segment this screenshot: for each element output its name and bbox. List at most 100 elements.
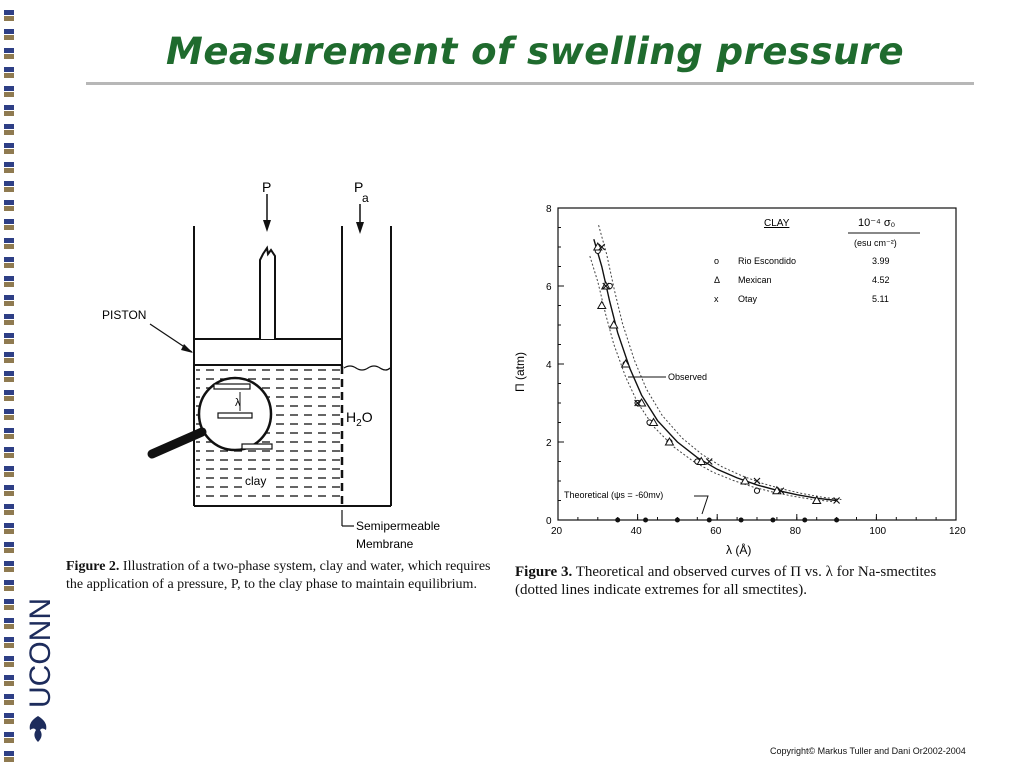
annotation-observed: Observed <box>668 372 707 382</box>
strip-block <box>4 757 14 762</box>
strip-block <box>4 111 14 116</box>
theoretical-point <box>615 517 621 523</box>
strip-block <box>4 719 14 724</box>
clay-platelet <box>213 383 251 390</box>
strip-block <box>4 561 14 566</box>
data-point-mexican <box>664 436 675 446</box>
data-point-mexican <box>608 319 619 329</box>
x-tick-label: 60 <box>710 526 722 537</box>
strip-block <box>4 282 14 287</box>
strip-block <box>4 377 14 382</box>
strip-block <box>4 86 14 91</box>
strip-block <box>4 244 14 249</box>
strip-block <box>4 485 14 490</box>
figure-3-caption: Figure 3. Theoretical and observed curve… <box>515 563 975 599</box>
strip-block <box>4 548 14 553</box>
strip-block <box>4 225 14 230</box>
label-P: P <box>262 179 271 195</box>
legend-value-mexican: 4.52 <box>872 275 890 285</box>
y-tick-label: 0 <box>546 516 552 527</box>
strip-block <box>4 542 14 547</box>
legend-name-mexican: Mexican <box>738 275 772 285</box>
strip-block <box>4 358 14 363</box>
label-Pa-subscript: a <box>362 191 369 205</box>
figure-2-diagram: P P a PISTON λ clay H2O Semipermeable Me… <box>102 179 440 551</box>
theoretical-leader <box>694 495 709 515</box>
magnifier-handle <box>147 427 207 459</box>
strip-block <box>4 732 14 737</box>
strip-block <box>4 16 14 21</box>
strip-block <box>4 124 14 129</box>
slide-title: Measurement of swelling pressure <box>166 30 905 73</box>
strip-block <box>4 472 14 477</box>
x-tick-label: 100 <box>869 526 886 537</box>
legend-name-otay: Otay <box>738 294 758 304</box>
strip-block <box>4 143 14 148</box>
strip-block <box>4 415 14 420</box>
strip-block <box>4 67 14 72</box>
title-divider <box>86 82 974 85</box>
theoretical-point <box>802 517 808 523</box>
strip-block <box>4 504 14 509</box>
strip-block <box>4 643 14 648</box>
strip-block <box>4 624 14 629</box>
x-tick-label: 120 <box>949 526 966 537</box>
data-point-mexican <box>620 358 631 368</box>
strip-block <box>4 618 14 623</box>
strip-block <box>4 181 14 186</box>
data-point-otay <box>602 282 610 290</box>
clay-platelet <box>217 412 253 419</box>
strip-block <box>4 409 14 414</box>
strip-block <box>4 238 14 243</box>
strip-block <box>4 206 14 211</box>
label-membrane-1: Semipermeable <box>356 519 440 533</box>
strip-block <box>4 48 14 53</box>
legend-marker-otay: x <box>714 294 719 304</box>
strip-block <box>4 662 14 667</box>
extreme-curve-lower <box>589 255 833 503</box>
figure-3-caption-text: Theoretical and observed curves of Π vs.… <box>515 564 937 598</box>
oak-leaf-icon <box>29 716 47 742</box>
uconn-logo-text: UCONN <box>24 598 56 708</box>
strip-block <box>4 453 14 458</box>
strip-block <box>4 29 14 34</box>
strip-block <box>4 396 14 401</box>
figure-3-chart: 20 40 60 80 100 120 0 2 4 6 8 CLAY 10⁻⁴ σ₀ (esu cm… <box>513 204 966 557</box>
figure-3-caption-label: Figure 3. <box>515 564 573 580</box>
strip-block <box>4 694 14 699</box>
strip-block <box>4 713 14 718</box>
strip-block <box>4 700 14 705</box>
strip-block <box>4 586 14 591</box>
annotation-theoretical: Theoretical (ψs = -60mv) <box>564 490 663 500</box>
clay-platelet <box>241 443 273 450</box>
y-tick-label: 2 <box>546 438 552 449</box>
strip-block <box>4 371 14 376</box>
strip-block <box>4 738 14 743</box>
strip-block <box>4 466 14 471</box>
strip-block <box>4 320 14 325</box>
strip-block <box>4 599 14 604</box>
legend-header-clay: CLAY <box>764 218 790 229</box>
decorative-border-strip <box>4 10 14 762</box>
strip-block <box>4 390 14 395</box>
data-point-mexican <box>648 417 659 426</box>
y-tick-label: 6 <box>546 282 552 293</box>
strip-block <box>4 510 14 515</box>
legend-marker-mexican: Δ <box>714 275 720 285</box>
strip-block <box>4 219 14 224</box>
data-point-otay <box>753 477 761 485</box>
theoretical-point <box>643 517 649 523</box>
theoretical-point <box>770 517 776 523</box>
strip-block <box>4 295 14 300</box>
data-point-otay <box>634 399 642 407</box>
strip-block <box>4 447 14 452</box>
legend-name-rio: Rio Escondido <box>738 256 796 266</box>
y-tick-label: 8 <box>546 204 552 215</box>
data-point-rio-escondido <box>753 487 761 494</box>
strip-block <box>4 656 14 661</box>
legend-marker-rio: o <box>714 256 719 266</box>
data-point-mexican <box>740 475 750 485</box>
legend-value-otay: 5.11 <box>872 294 889 304</box>
strip-block <box>4 529 14 534</box>
theoretical-point <box>738 517 744 523</box>
